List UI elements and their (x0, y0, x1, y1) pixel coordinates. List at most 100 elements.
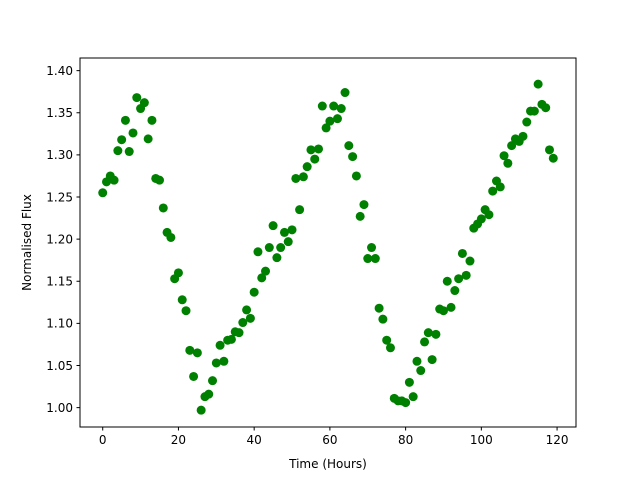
y-axis-ticks: 1.00 1.05 1.10 1.15 1.20 1.25 1.30 1.35 1.40 (46, 64, 80, 415)
data-point (427, 355, 437, 365)
data-point (529, 106, 539, 116)
data-point (355, 211, 365, 221)
data-point (408, 392, 418, 402)
y-tick-label: 1.10 (46, 317, 73, 331)
data-point (317, 101, 327, 111)
data-point (332, 114, 342, 124)
data-point (177, 295, 187, 305)
data-point (329, 101, 339, 111)
x-tick-label: 20 (171, 433, 186, 447)
x-tick-label: 0 (99, 433, 107, 447)
data-point (314, 144, 324, 154)
y-tick-label: 1.35 (46, 106, 73, 120)
data-point (192, 348, 202, 358)
data-point (484, 210, 494, 220)
y-tick-label: 1.15 (46, 275, 73, 289)
x-tick-label: 80 (398, 433, 413, 447)
data-point (253, 247, 263, 257)
data-point (302, 162, 312, 172)
data-point (306, 145, 316, 155)
data-point (173, 268, 183, 278)
data-point (189, 371, 199, 381)
data-point (545, 145, 554, 155)
data-point (279, 227, 289, 237)
data-point (488, 186, 498, 196)
x-tick-label: 100 (470, 433, 493, 447)
data-point (370, 254, 380, 264)
data-point (98, 188, 108, 198)
y-axis-label: Normalised Flux (20, 194, 34, 291)
data-point (155, 175, 165, 185)
y-tick-label: 1.00 (46, 401, 73, 415)
data-point (423, 328, 433, 338)
data-point (117, 135, 127, 145)
data-point (143, 134, 153, 144)
data-point (461, 270, 471, 280)
data-point (495, 182, 505, 192)
data-point (367, 243, 377, 253)
data-point (196, 405, 206, 415)
plot-frame (79, 57, 577, 428)
data-point (291, 173, 301, 183)
data-point (113, 146, 123, 156)
x-axis-label: Time (Hours) (288, 457, 367, 471)
data-point (457, 248, 467, 258)
y-tick-label: 1.25 (46, 190, 73, 204)
data-point (185, 345, 195, 355)
data-point (242, 305, 252, 315)
data-point (139, 98, 149, 108)
data-point (204, 389, 214, 399)
data-point (249, 287, 259, 297)
data-point (503, 158, 513, 168)
data-point (261, 266, 271, 276)
data-point (385, 343, 395, 353)
data-point (533, 79, 543, 89)
data-point (450, 286, 460, 296)
data-point (158, 203, 168, 213)
data-point (120, 115, 130, 125)
data-point (465, 256, 475, 266)
data-point (507, 141, 517, 151)
data-point (219, 356, 229, 366)
data-point (351, 171, 361, 181)
data-point (268, 221, 278, 231)
x-tick-label: 40 (247, 433, 262, 447)
data-point (272, 253, 282, 263)
data-point (454, 274, 464, 284)
data-point (522, 117, 532, 127)
data-point (325, 116, 335, 126)
data-point (128, 128, 138, 138)
data-point (340, 88, 350, 98)
y-tick-label: 1.40 (46, 64, 73, 78)
data-point (548, 153, 558, 163)
data-point (420, 337, 430, 347)
data-point (518, 131, 528, 141)
data-point (211, 358, 221, 368)
data-point (431, 329, 441, 339)
x-tick-label: 60 (322, 433, 337, 447)
data-point (321, 123, 331, 133)
data-point (234, 328, 244, 338)
data-point (298, 172, 308, 182)
data-point (257, 273, 267, 283)
data-point (245, 313, 255, 323)
data-point (438, 306, 448, 316)
data-point (442, 276, 452, 286)
data-point (378, 314, 388, 324)
data-point (416, 366, 426, 376)
data-point (226, 334, 236, 344)
data-point (382, 335, 392, 345)
data-point (348, 152, 358, 162)
y-tick-label: 1.05 (46, 359, 73, 373)
data-point (132, 93, 142, 103)
data-point (499, 151, 509, 161)
data-point (287, 225, 297, 235)
y-tick-label: 1.30 (46, 148, 73, 162)
x-axis-ticks: 0 20 40 60 80 100 120 (99, 427, 569, 447)
data-point (363, 254, 373, 264)
data-point (276, 243, 286, 253)
data-point (124, 147, 134, 157)
data-point (401, 398, 411, 408)
data-point (359, 200, 369, 210)
